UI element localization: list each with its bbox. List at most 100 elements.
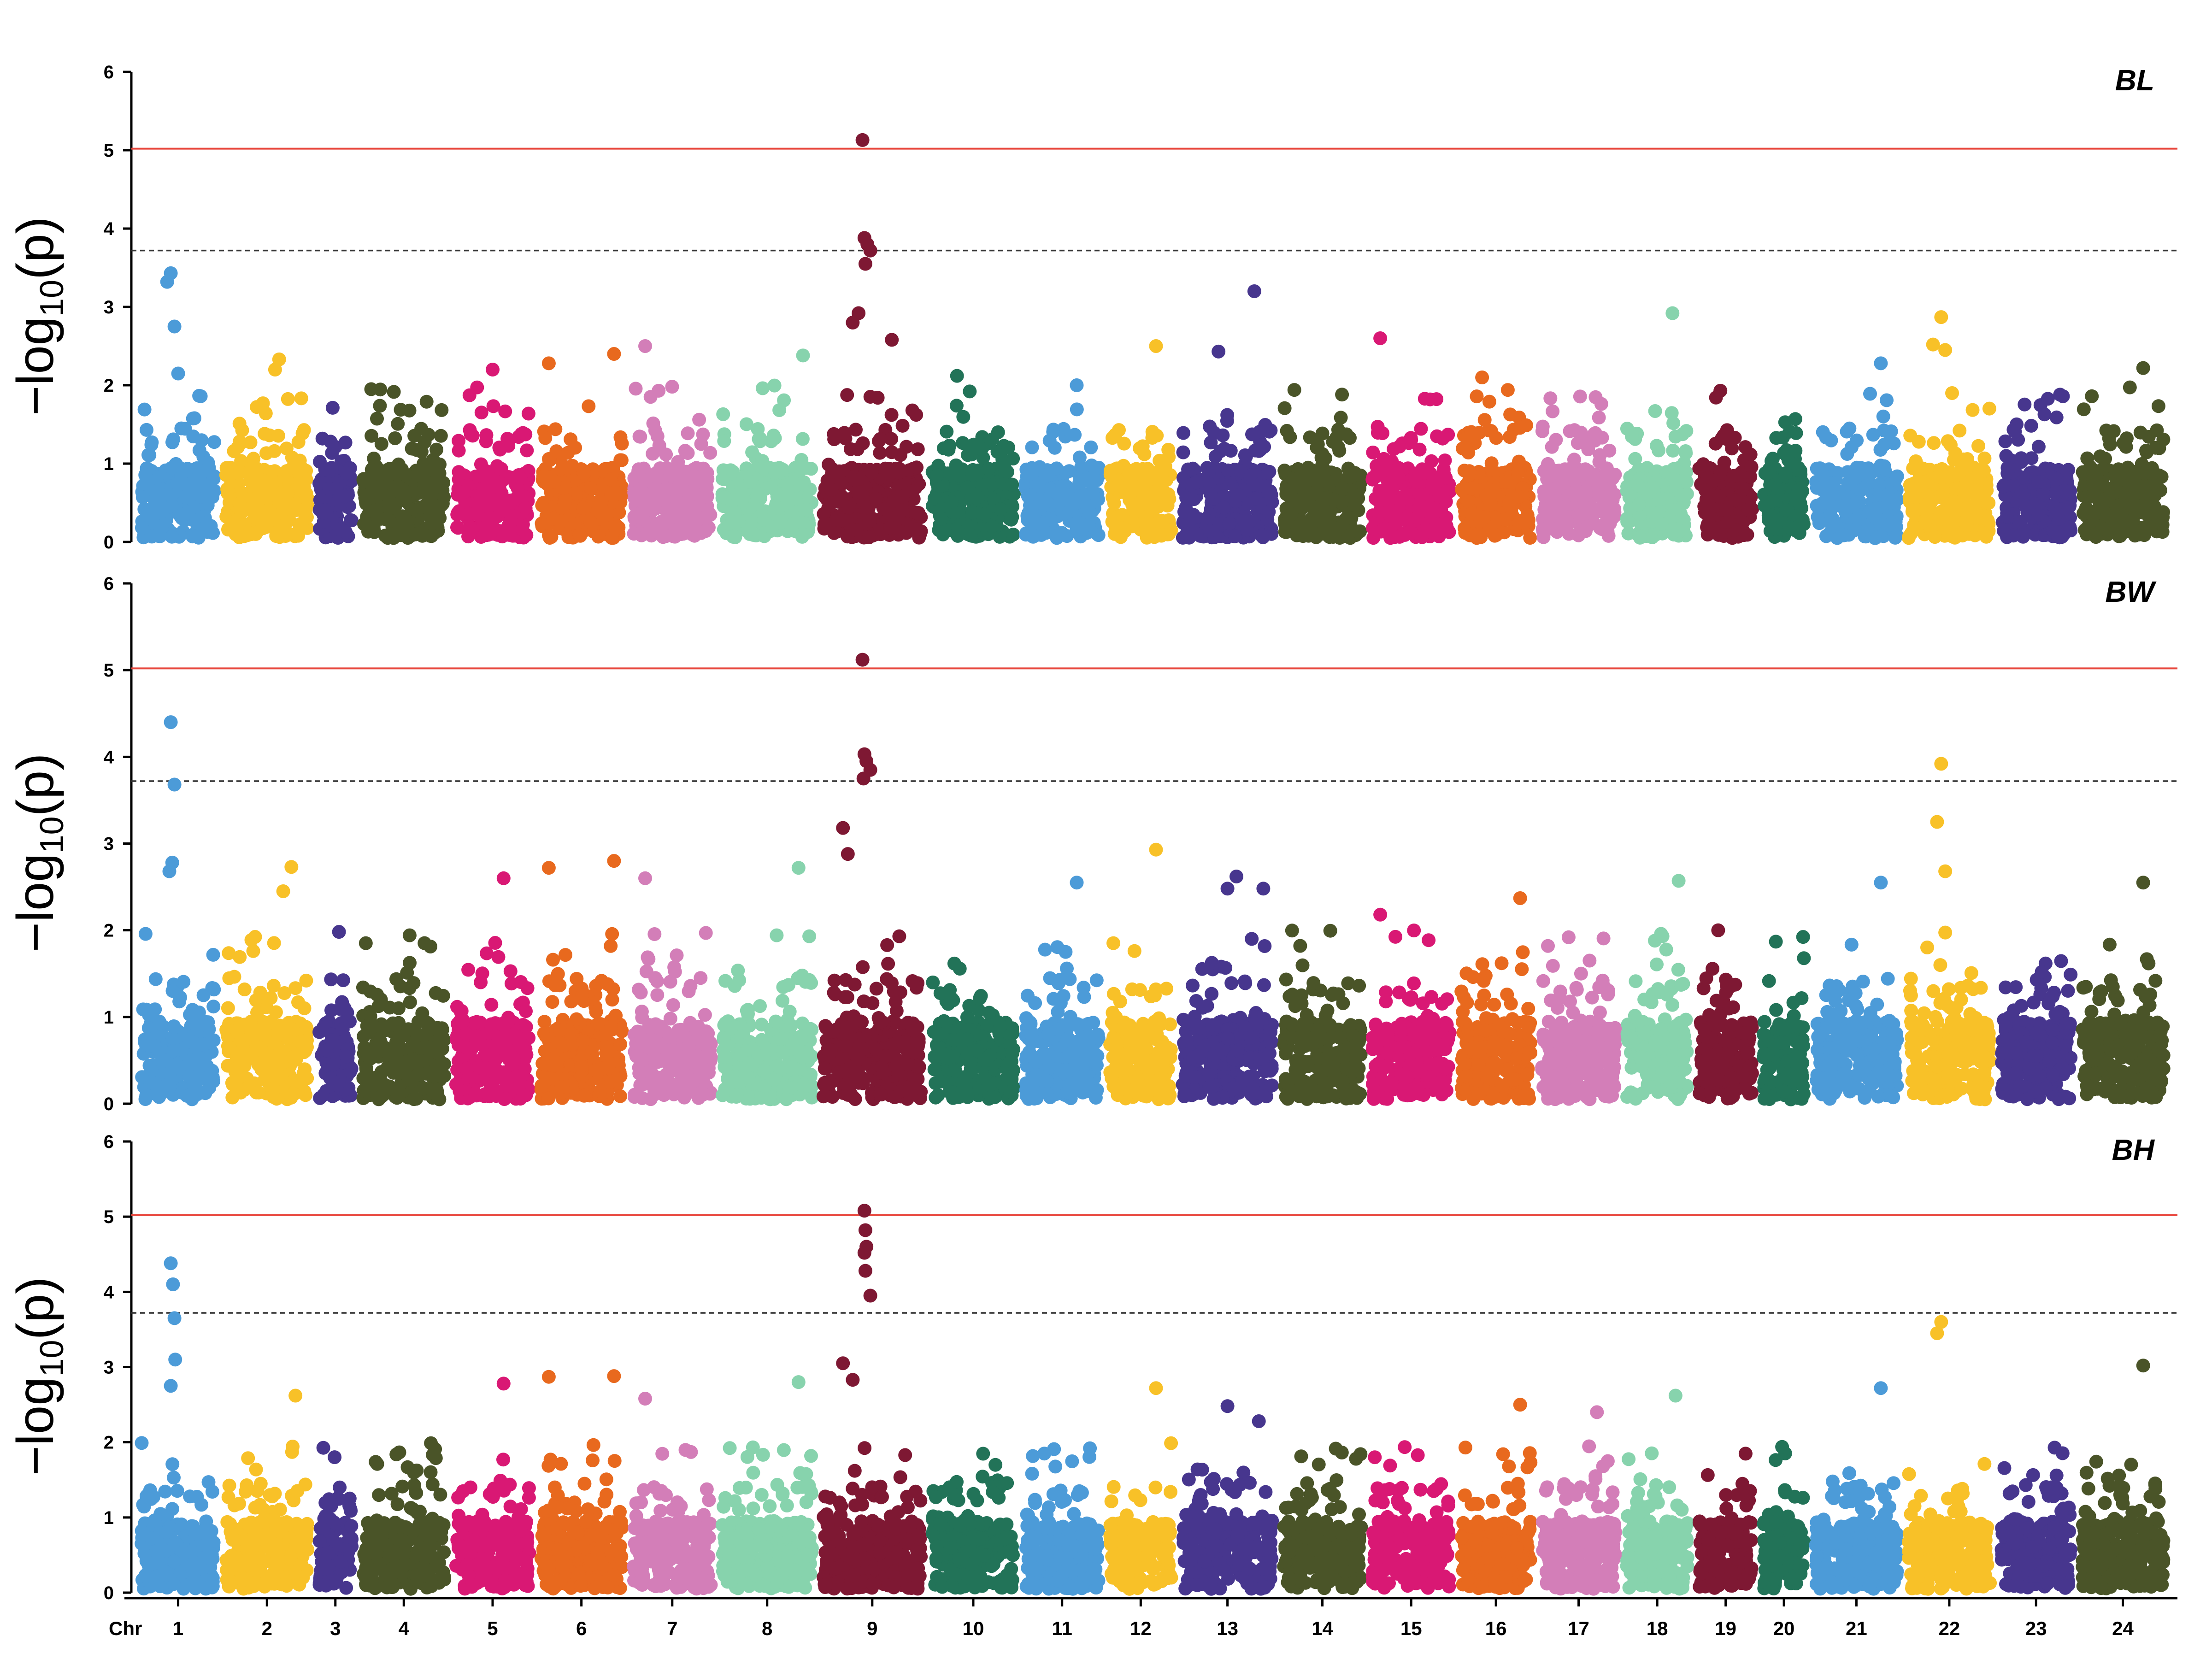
snp-point xyxy=(256,396,270,411)
snp-point xyxy=(632,429,647,444)
snp-point xyxy=(1928,530,1942,544)
snp-point xyxy=(1498,512,1512,527)
y-tick-label: 3 xyxy=(104,297,114,318)
snp-point xyxy=(1819,479,1833,493)
snp-point xyxy=(1424,454,1439,468)
snp-point xyxy=(317,506,331,520)
snp-point xyxy=(1778,466,1793,480)
snp-point xyxy=(2133,425,2147,440)
snp-point xyxy=(1741,503,1755,517)
snp-point xyxy=(1021,513,1035,527)
snp-point xyxy=(703,446,718,460)
snp-point xyxy=(2050,472,2064,486)
snp-point xyxy=(1262,505,1276,519)
snp-point xyxy=(1335,388,1349,402)
snp-point xyxy=(1050,486,1064,500)
snp-point xyxy=(582,399,596,413)
snp-point xyxy=(1849,523,1863,536)
y-axis-label-text: −log10(p) xyxy=(6,217,71,416)
snp-point xyxy=(1571,510,1586,524)
snp-point xyxy=(2156,432,2171,447)
snp-point xyxy=(680,502,694,516)
snp-point xyxy=(1819,430,1833,445)
snp-point xyxy=(577,501,591,515)
snp-point xyxy=(1915,461,1929,476)
snp-point xyxy=(1228,529,1242,543)
snp-point xyxy=(2014,485,2029,499)
snp-point xyxy=(2155,518,2170,532)
snp-point xyxy=(605,531,619,545)
snp-point xyxy=(1789,494,1804,507)
snp-point xyxy=(956,410,971,424)
snp-point xyxy=(137,402,152,417)
snp-point xyxy=(2056,389,2070,403)
snp-point xyxy=(520,443,534,458)
snp-point xyxy=(1326,435,1340,449)
snp-point xyxy=(591,529,606,544)
snp-point xyxy=(1949,469,1963,482)
snp-point xyxy=(644,524,659,538)
snp-point xyxy=(1388,471,1402,485)
snp-point xyxy=(387,385,401,399)
snp-point xyxy=(994,502,1008,517)
snp-point xyxy=(1222,517,1236,530)
snp-point xyxy=(165,461,179,475)
snp-point xyxy=(671,455,685,469)
snp-point xyxy=(1150,429,1164,443)
snp-point xyxy=(1176,445,1190,459)
snp-point xyxy=(674,518,688,533)
snp-point xyxy=(1951,481,1965,495)
snp-point xyxy=(963,384,977,399)
snp-point xyxy=(910,460,924,475)
snp-point xyxy=(1679,424,1694,438)
snp-point xyxy=(2041,392,2055,406)
snp-point xyxy=(1811,510,1825,524)
snp-point xyxy=(1393,439,1406,453)
snp-point xyxy=(407,429,422,443)
snp-point xyxy=(1157,464,1171,478)
snp-point xyxy=(985,432,999,447)
snp-point xyxy=(944,495,959,509)
snp-point xyxy=(2090,489,2105,504)
snp-point xyxy=(1464,507,1478,521)
snp-point xyxy=(1584,505,1598,519)
snp-point xyxy=(1511,490,1525,504)
snp-point xyxy=(1006,528,1020,541)
snp-point xyxy=(435,403,449,417)
snp-point xyxy=(242,526,257,540)
snp-point xyxy=(452,443,466,458)
snp-point xyxy=(2024,451,2039,465)
snp-point xyxy=(494,462,508,476)
snp-point xyxy=(1720,424,1735,439)
snp-point xyxy=(1588,390,1603,404)
snp-point xyxy=(269,529,283,543)
snp-point xyxy=(450,520,464,535)
snp-point xyxy=(2102,488,2117,503)
snp-point xyxy=(1068,428,1082,442)
snp-point xyxy=(1335,481,1349,495)
snp-point xyxy=(1666,443,1680,458)
snp-point xyxy=(234,505,248,519)
snp-point xyxy=(409,443,424,457)
snp-point xyxy=(477,470,492,484)
snp-point xyxy=(206,471,221,486)
snp-point xyxy=(500,528,514,541)
snp-point xyxy=(280,464,294,478)
snp-point xyxy=(1518,517,1532,531)
snp-point xyxy=(1484,483,1498,498)
snp-point xyxy=(646,416,660,430)
snp-point xyxy=(862,514,877,528)
snp-point xyxy=(1764,494,1778,509)
snp-point xyxy=(2049,410,2064,424)
snp-point xyxy=(862,530,876,545)
y-tick-label: 1 xyxy=(104,454,114,474)
snp-point xyxy=(1850,433,1864,447)
snp-point xyxy=(895,418,910,433)
snp-point xyxy=(659,447,673,462)
snp-point xyxy=(1941,434,1955,448)
snp-point xyxy=(1150,527,1164,541)
snp-point xyxy=(1697,499,1712,513)
snp-point xyxy=(291,529,306,543)
snp-point xyxy=(880,464,894,478)
snp-point xyxy=(324,435,338,449)
